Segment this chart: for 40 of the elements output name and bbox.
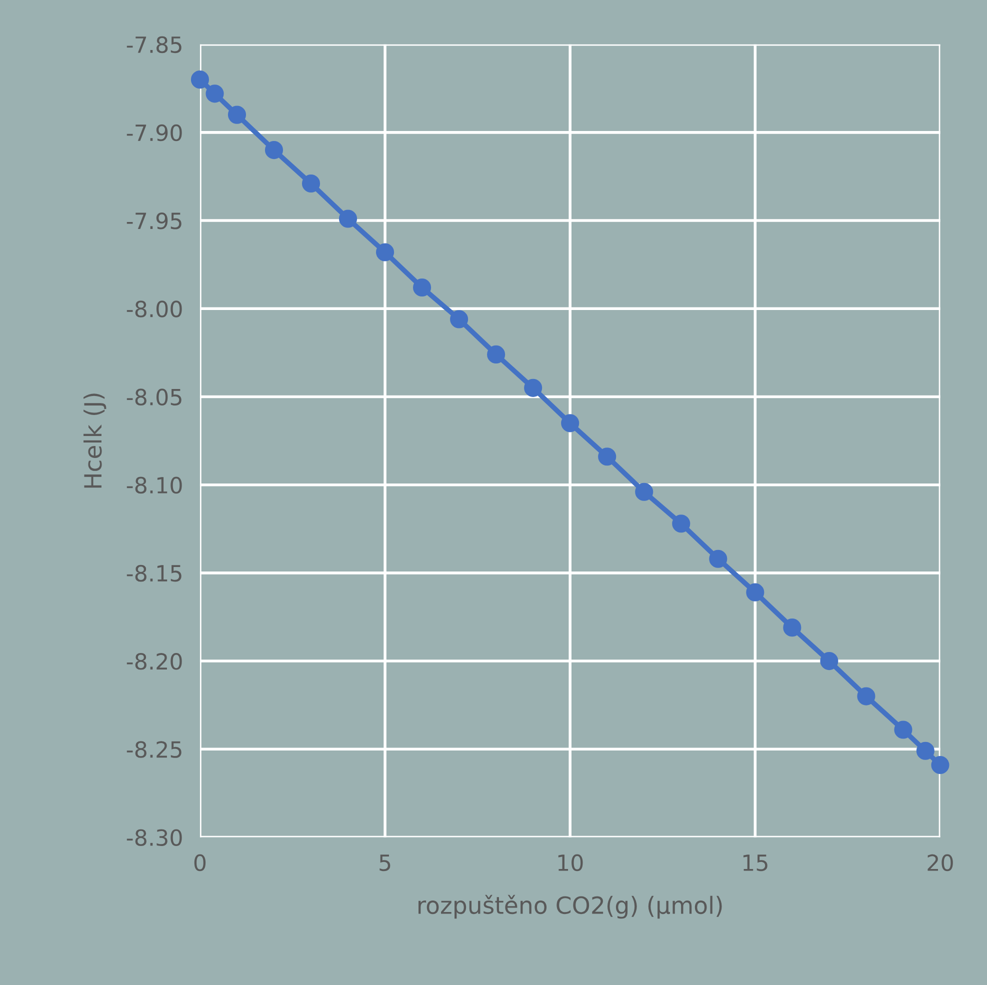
y-tick-label: -8.20 bbox=[126, 652, 182, 670]
y-tick-label: -8.15 bbox=[126, 564, 182, 582]
y-tick-label: -8.25 bbox=[126, 741, 182, 758]
point bbox=[894, 720, 912, 739]
y-tick-label: -8.10 bbox=[126, 476, 182, 494]
y-tick-label: -7.90 bbox=[126, 124, 182, 142]
point bbox=[338, 210, 358, 228]
y-axis-title: Hcelk (J) bbox=[84, 394, 106, 488]
point bbox=[916, 742, 934, 760]
point bbox=[413, 278, 432, 297]
x-tick-label: 15 bbox=[743, 854, 768, 872]
x-tick-label: 0 bbox=[194, 854, 206, 872]
point bbox=[746, 583, 764, 602]
x-tick-label: 20 bbox=[928, 854, 953, 872]
point bbox=[376, 243, 394, 262]
y-tick-label: -7.95 bbox=[126, 212, 182, 230]
point bbox=[598, 448, 616, 466]
point bbox=[672, 514, 690, 533]
point bbox=[264, 141, 284, 160]
point bbox=[783, 618, 802, 637]
point bbox=[857, 687, 876, 706]
point bbox=[206, 84, 224, 103]
y-tick-label: -8.30 bbox=[126, 829, 182, 846]
point bbox=[709, 550, 728, 568]
point bbox=[190, 70, 209, 89]
point bbox=[228, 106, 246, 124]
point bbox=[635, 482, 654, 501]
point bbox=[450, 310, 468, 328]
y-tick-label: -7.85 bbox=[126, 36, 182, 54]
point bbox=[820, 652, 838, 670]
point bbox=[487, 345, 506, 364]
x-axis-title: rozpuštěno CO2(g) (µmol) bbox=[418, 894, 722, 919]
x-tick-label: 5 bbox=[380, 854, 390, 872]
y-tick-label: -8.05 bbox=[126, 388, 182, 406]
point bbox=[561, 414, 580, 432]
y-tick-label: -8.00 bbox=[126, 300, 182, 318]
point bbox=[931, 756, 950, 774]
x-tick-label: 10 bbox=[558, 854, 583, 872]
point bbox=[302, 174, 320, 193]
point bbox=[524, 378, 542, 397]
